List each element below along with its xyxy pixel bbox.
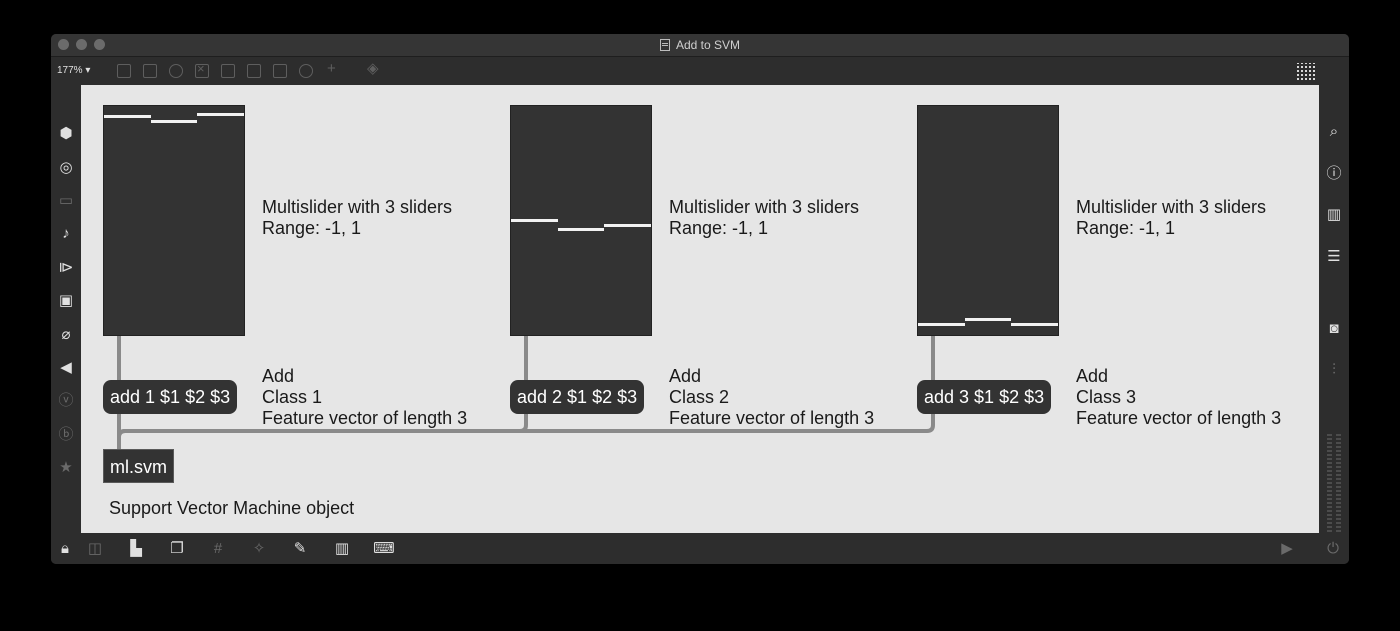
add-class-1-message[interactable]: add 1 $1 $2 $3 (103, 380, 238, 414)
number-icon[interactable] (273, 64, 287, 78)
toggle-icon[interactable]: × (195, 61, 209, 78)
keyboard-icon[interactable]: ⌨ (373, 540, 395, 557)
slider-comment-3: Multislider with 3 sliders Range: -1, 1 (1076, 197, 1266, 239)
slider-bar[interactable] (1011, 323, 1058, 326)
message-comment-line1: Add (262, 366, 295, 386)
button-icon[interactable] (221, 64, 235, 78)
wrench-icon[interactable]: ✎ (293, 540, 307, 557)
music-note-icon[interactable]: ♪ (62, 225, 70, 242)
list-icon[interactable]: ☰ (1327, 248, 1341, 265)
clipboard-icon[interactable]: ▭ (58, 192, 74, 209)
slider-icon[interactable] (247, 64, 261, 78)
window-title: Add to SVM (675, 38, 741, 52)
message-comment-line1: Add (669, 366, 702, 386)
zoom-level: 177% (57, 65, 83, 76)
patchcords (117, 314, 935, 450)
message-box-icon[interactable] (143, 64, 157, 78)
piano-icon[interactable]: ▥ (334, 540, 350, 557)
slider-bar[interactable] (557, 228, 605, 231)
slider-bar[interactable] (964, 318, 1012, 321)
multislider-3[interactable] (917, 105, 1059, 336)
slider-comment-line2: Range: -1, 1 (669, 218, 769, 238)
message-comment-2: Add Class 2 Feature vector of length 3 (669, 366, 874, 429)
window-title-wrap: Add to SVM (51, 34, 1349, 56)
slider-bar[interactable] (104, 115, 151, 118)
message-comment-1: Add Class 1 Feature vector of length 3 (262, 366, 467, 429)
grid-icon[interactable] (1297, 63, 1315, 80)
slider-bar[interactable] (197, 113, 244, 116)
level-meter (1327, 432, 1341, 532)
message-comment-line2: Class 3 (1076, 387, 1137, 407)
comment-icon[interactable] (169, 64, 183, 78)
document-icon (659, 39, 670, 51)
message-comment-line1: Add (1076, 366, 1109, 386)
plus-icon[interactable]: + (327, 60, 336, 77)
search-icon[interactable]: ⌕ (1329, 123, 1339, 140)
dial-icon[interactable] (299, 64, 313, 78)
mixer-icon[interactable]: ⫶ (1332, 361, 1336, 378)
message-comment-3: Add Class 3 Feature vector of length 3 (1076, 366, 1281, 429)
windows-icon[interactable]: ❐ (170, 540, 184, 557)
slider-comment-1: Multislider with 3 sliders Range: -1, 1 (262, 197, 452, 239)
object-box-icon[interactable] (117, 64, 131, 78)
book-icon[interactable]: ▥ (1326, 206, 1342, 223)
b-circle-icon[interactable]: ⓑ (58, 426, 74, 443)
play-icon[interactable]: ▶ (1281, 540, 1293, 557)
multislider-1[interactable] (103, 105, 245, 336)
zoom-window-button[interactable] (94, 39, 105, 50)
image-icon[interactable]: ▣ (58, 292, 74, 309)
title-bar: Add to SVM (51, 34, 1349, 57)
bottom-toolbar: 🔒︎ ◫ ▙ ❐ # ✧ ✎ ▥ ⌨ ▶ ⏻ (51, 533, 1349, 564)
slider-bar[interactable] (918, 323, 965, 326)
edit-icon[interactable]: ◫ (87, 540, 103, 557)
slider-comment-line2: Range: -1, 1 (1076, 218, 1176, 238)
left-sidebar: ⬢ ◎ ▭ ♪ ⧐ ▣ ⌀ ◀ ⓥ ⓑ ★ (51, 85, 81, 533)
sequence-icon[interactable]: ⧐ (58, 259, 74, 276)
patcher-window: Add to SVM 177% ▾ × + ◈ ⬢ ◎ ▭ ♪ ⧐ ▣ ⌀ ◀ … (51, 34, 1349, 564)
camera-icon[interactable]: ◙ (1329, 320, 1339, 337)
paperclip-icon[interactable]: ⌀ (61, 326, 71, 343)
slider-comment-line2: Range: -1, 1 (262, 218, 362, 238)
message-comment-line3: Feature vector of length 3 (669, 408, 875, 428)
slider-bar[interactable] (150, 120, 198, 123)
v-circle-icon[interactable]: ⓥ (58, 392, 74, 409)
minimize-window-button[interactable] (76, 39, 87, 50)
packages-icon[interactable]: ⬢ (59, 125, 73, 142)
grid-snap-icon[interactable]: # (213, 540, 223, 557)
lock-icon[interactable]: 🔒︎ (61, 540, 69, 557)
message-comment-line2: Class 1 (262, 387, 323, 407)
close-window-button[interactable] (58, 39, 69, 50)
multislider-2[interactable] (510, 105, 652, 336)
zoom-menu[interactable]: 177% ▾ (57, 65, 91, 76)
add-class-3-message[interactable]: add 3 $1 $2 $3 (917, 380, 1052, 414)
slider-comment-line1: Multislider with 3 sliders (669, 197, 860, 217)
slider-comment-line1: Multislider with 3 sliders (1076, 197, 1267, 217)
slider-comment-line1: Multislider with 3 sliders (262, 197, 453, 217)
patchcord-msg3-svm (117, 412, 935, 450)
star-icon[interactable]: ★ (59, 459, 73, 476)
info-icon[interactable]: ⓘ (1326, 165, 1342, 182)
paint-bucket-icon[interactable]: ◈ (367, 60, 379, 77)
presentation-icon[interactable]: ▙ (130, 540, 142, 557)
object-comment: Support Vector Machine object (109, 498, 355, 518)
target-icon[interactable]: ◎ (59, 159, 73, 176)
plug-icon[interactable]: ◀ (60, 359, 72, 376)
magic-icon[interactable]: ✧ (252, 540, 266, 557)
patch-canvas[interactable]: Multislider with 3 sliders Range: -1, 1 M… (81, 85, 1319, 533)
slider-bar[interactable] (511, 219, 558, 222)
message-comment-line3: Feature vector of length 3 (262, 408, 468, 428)
top-toolbar: 177% ▾ × + ◈ (51, 57, 1349, 85)
message-comment-line3: Feature vector of length 3 (1076, 408, 1282, 428)
add-class-2-message[interactable]: add 2 $1 $2 $3 (510, 380, 645, 414)
power-icon[interactable]: ⏻ (1327, 540, 1339, 557)
message-comment-line2: Class 2 (669, 387, 730, 407)
slider-comment-2: Multislider with 3 sliders Range: -1, 1 (669, 197, 859, 239)
right-sidebar: ⌕ ⓘ ▥ ☰ ◙ ⫶ (1319, 85, 1349, 533)
ml-svm-object[interactable]: ml.svm (103, 449, 174, 483)
slider-bar[interactable] (604, 224, 651, 227)
